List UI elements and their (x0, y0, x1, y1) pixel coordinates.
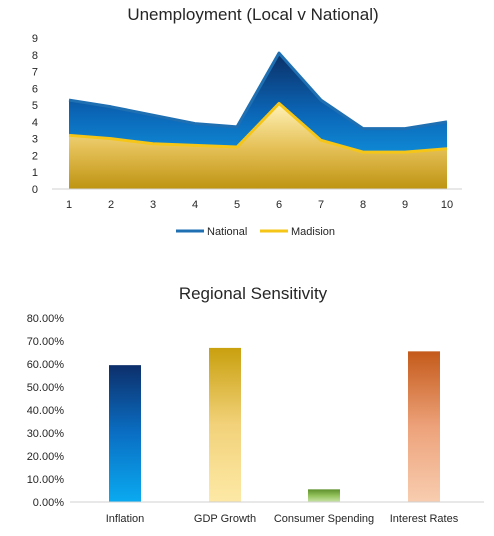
chart2-bar-interest-rates (408, 351, 440, 502)
chart2-y-tick-label: 40.00% (27, 405, 65, 417)
chart2-bar-gdp-growth (209, 347, 241, 502)
chart2-x-tick-label: Interest Rates (390, 513, 459, 525)
chart1-x-tick-label: 9 (402, 199, 408, 211)
chart2-y-tick-label: 60.00% (27, 359, 65, 371)
chart1-x-tick-label: 1 (66, 199, 72, 211)
chart1-x-tick-label: 7 (318, 199, 324, 211)
legend-label-national: National (207, 226, 247, 238)
chart1-y-tick-label: 0 (32, 184, 38, 196)
chart1-x-tick-label: 4 (192, 199, 198, 211)
chart2-x-tick-label: GDP Growth (194, 513, 256, 525)
chart2-y-tick-label: 20.00% (27, 451, 65, 463)
chart2-y-tick-label: 0.00% (33, 497, 64, 509)
chart1-area-madision (69, 103, 447, 189)
chart2-x-tick-label: Inflation (106, 513, 145, 525)
legend-label-madision: Madision (291, 226, 335, 238)
chart1-y-axis: 0 1 2 3 4 5 6 7 8 9 (32, 33, 38, 196)
chart2-y-axis: 0.00% 10.00% 20.00% 30.00% 40.00% 50.00% 60.00… (27, 313, 65, 509)
chart1-y-tick-label: 3 (32, 134, 38, 146)
chart1-plot-area (68, 51, 448, 189)
chart1-x-tick-label: 8 (360, 199, 366, 211)
chart2-title: Regional Sensitivity (179, 284, 328, 303)
chart1-y-tick-label: 5 (32, 100, 38, 112)
chart1-x-axis: 1 2 3 4 5 6 7 8 9 10 (66, 199, 453, 211)
chart1-y-tick-label: 8 (32, 50, 38, 62)
chart1-y-tick-label: 9 (32, 33, 38, 45)
chart2-plot-area (109, 347, 440, 502)
chart2-y-tick-label: 10.00% (27, 474, 65, 486)
chart1-line-national (68, 51, 448, 131)
chart1-y-tick-label: 2 (32, 150, 38, 162)
chart2-bar-inflation (109, 365, 141, 502)
chart1-y-tick-label: 4 (32, 117, 38, 129)
chart2-x-tick-label: Consumer Spending (274, 513, 374, 525)
chart1-legend: National Madision (176, 226, 335, 238)
chart1-x-tick-label: 6 (276, 199, 282, 211)
chart1-title: Unemployment (Local v National) (127, 5, 378, 24)
chart1-y-tick-label: 6 (32, 83, 38, 95)
chart1-line-madision (68, 101, 448, 154)
chart2-bar-consumer-spending (308, 489, 340, 502)
chart2-y-tick-label: 80.00% (27, 313, 65, 325)
chart1-x-tick-label: 2 (108, 199, 114, 211)
chart1-x-tick-label: 10 (441, 199, 453, 211)
chart1-y-tick-label: 7 (32, 67, 38, 79)
chart1-x-tick-label: 5 (234, 199, 240, 211)
chart1-y-tick-label: 1 (32, 167, 38, 179)
chart2-x-axis: Inflation GDP Growth Consumer Spending Inte… (106, 513, 459, 525)
chart2-y-tick-label: 30.00% (27, 428, 65, 440)
chart1-x-tick-label: 3 (150, 199, 156, 211)
chart2-y-tick-label: 70.00% (27, 336, 65, 348)
chart2-y-tick-label: 50.00% (27, 382, 65, 394)
